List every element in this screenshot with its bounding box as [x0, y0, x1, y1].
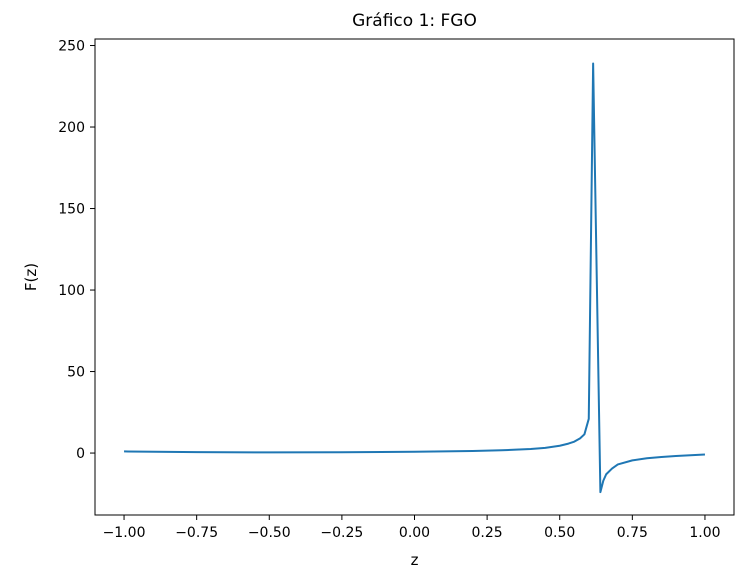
y-tick-label: 250	[58, 39, 85, 55]
y-tick-label: 100	[58, 283, 85, 299]
y-tick-label: 0	[76, 446, 85, 462]
y-tick-label: 50	[67, 365, 85, 381]
x-axis-label: z	[411, 551, 419, 569]
x-tick-label: −0.25	[320, 525, 363, 541]
chart-title: Gráfico 1: FGO	[352, 11, 477, 31]
x-tick-label: 0.25	[472, 525, 503, 541]
x-tick-label: −0.50	[248, 525, 291, 541]
axes-frame	[94, 38, 735, 516]
x-tick-label: 0.75	[617, 525, 648, 541]
x-tick-label: −1.00	[103, 525, 146, 541]
x-tick-label: −0.75	[175, 525, 218, 541]
x-tick-label: 1.00	[689, 525, 720, 541]
series-line	[124, 62, 706, 494]
x-tick-label: 0.50	[544, 525, 575, 541]
ticks: −1.00 −0.75 −0.50 −0.25 0.00 0.25 0.50 0.75 1.00…	[58, 39, 720, 541]
plot-area	[124, 62, 706, 494]
x-tick-label: 0.00	[399, 525, 430, 541]
y-tick-label: 150	[58, 202, 85, 218]
y-axis-label: F(z)	[22, 263, 40, 291]
y-tick-label: 200	[58, 120, 85, 136]
